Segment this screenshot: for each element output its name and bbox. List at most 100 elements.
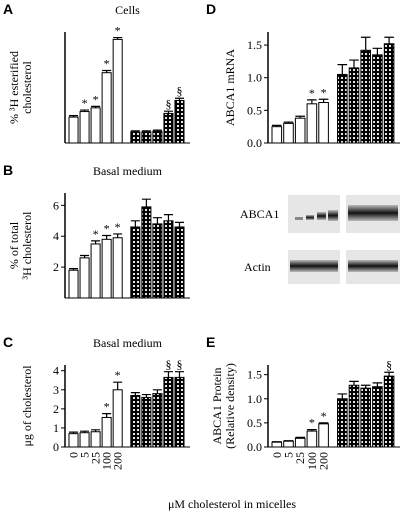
bar xyxy=(294,117,306,144)
blot-label: Actin xyxy=(244,260,271,274)
bar xyxy=(141,396,152,448)
error-bar xyxy=(102,413,112,418)
bar xyxy=(152,223,163,299)
significance-marker: § xyxy=(386,358,392,372)
significance-marker: § xyxy=(176,84,182,98)
significance-marker: * xyxy=(104,56,110,70)
error-bar xyxy=(163,214,173,221)
bar xyxy=(337,398,348,448)
bar xyxy=(68,269,79,299)
y-axis-label: ABCA1 mRNA xyxy=(223,49,237,126)
y-tick-label: 2 xyxy=(53,260,59,274)
error-bar xyxy=(307,429,317,432)
bar xyxy=(294,437,306,448)
significance-marker: * xyxy=(321,85,327,99)
significance-marker: * xyxy=(309,86,315,100)
error-bar xyxy=(91,429,101,432)
y-tick-label: 6 xyxy=(53,198,59,212)
significance-marker: * xyxy=(93,227,99,241)
bar xyxy=(152,130,163,144)
bar xyxy=(360,387,371,448)
error-bar xyxy=(349,59,359,68)
y-tick-label: 4 xyxy=(53,229,59,243)
error-bar xyxy=(360,36,371,51)
error-bar xyxy=(91,105,101,108)
bar xyxy=(306,103,318,144)
error-bar xyxy=(283,121,294,124)
y-axis-label: % ³H esterified xyxy=(7,51,21,124)
bar xyxy=(163,112,174,144)
bar xyxy=(141,206,152,299)
error-bar xyxy=(69,431,79,434)
error-bar xyxy=(384,371,394,377)
x-tick-label: 0 xyxy=(270,452,284,458)
bar xyxy=(318,423,329,448)
error-bar xyxy=(163,110,173,114)
bar xyxy=(130,131,141,144)
error-bar xyxy=(141,393,151,398)
error-bar xyxy=(152,129,162,132)
blot-label: ABCA1 xyxy=(240,207,279,221)
error-bar xyxy=(80,109,90,112)
blot-band xyxy=(348,205,398,221)
error-bar xyxy=(295,436,305,439)
y-tick-label: 1.0 xyxy=(247,392,262,406)
bar xyxy=(348,384,360,448)
panel-letter: E xyxy=(206,334,215,350)
error-bar xyxy=(141,198,151,207)
significance-marker: * xyxy=(82,96,88,110)
bar xyxy=(112,38,123,144)
significance-marker: * xyxy=(115,220,121,234)
error-bar xyxy=(130,392,140,396)
error-bar xyxy=(80,430,90,433)
significance-marker: * xyxy=(115,368,121,382)
bar xyxy=(130,395,141,448)
y-axis-label: cholesterol xyxy=(20,61,34,114)
error-bar xyxy=(80,254,90,258)
error-bar xyxy=(102,69,112,73)
y-axis-label: ABCA1 Protein xyxy=(210,367,224,444)
bar xyxy=(112,237,123,299)
error-bar xyxy=(174,371,185,378)
error-bar xyxy=(318,422,329,424)
panel-letter: B xyxy=(3,162,13,178)
blot-band xyxy=(317,212,326,220)
bar xyxy=(348,67,360,144)
significance-marker: * xyxy=(321,409,327,423)
x-tick-label: 0 xyxy=(67,452,81,458)
error-bar xyxy=(113,381,123,390)
chart-title: Cells xyxy=(115,3,140,17)
bar xyxy=(174,99,185,144)
bar xyxy=(68,116,79,144)
bar xyxy=(383,43,395,144)
bar xyxy=(283,122,294,144)
x-tick-label: 100 xyxy=(100,452,114,470)
x-axis-label: μM cholesterol in micelles xyxy=(168,497,296,511)
bar xyxy=(360,49,371,144)
bar xyxy=(283,440,294,448)
error-bar xyxy=(152,389,162,394)
bar xyxy=(90,243,101,299)
bar xyxy=(101,416,112,448)
significance-marker: § xyxy=(176,358,182,372)
y-tick-label: 1.0 xyxy=(247,71,262,85)
significance-marker: * xyxy=(115,24,121,38)
bar xyxy=(90,107,101,144)
error-bar xyxy=(130,220,140,227)
y-tick-label: 0 xyxy=(53,440,59,454)
y-axis-label: (Relative density) xyxy=(223,363,237,449)
y-tick-label: 4 xyxy=(53,364,59,378)
bar xyxy=(372,386,383,448)
x-tick-label: 200 xyxy=(111,452,125,470)
y-tick-label: 1.5 xyxy=(247,38,262,52)
blot-band xyxy=(295,217,303,220)
y-tick-label: 0.5 xyxy=(247,416,262,430)
significance-marker: * xyxy=(93,92,99,106)
blot-band xyxy=(328,210,338,221)
panel-letter: D xyxy=(206,1,216,17)
error-bar xyxy=(152,217,162,224)
panel-letter: A xyxy=(3,1,13,17)
bar xyxy=(79,432,90,448)
error-bar xyxy=(130,130,140,132)
